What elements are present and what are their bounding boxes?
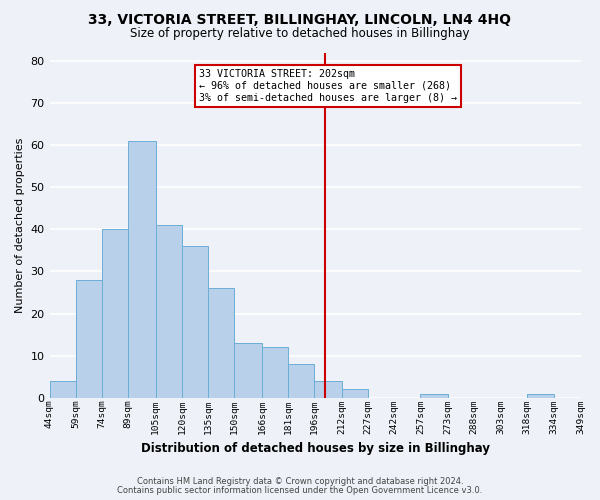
Bar <box>208 288 234 398</box>
Y-axis label: Number of detached properties: Number of detached properties <box>15 138 25 313</box>
Bar <box>234 343 262 398</box>
Bar <box>156 225 182 398</box>
Text: 33 VICTORIA STREET: 202sqm
← 96% of detached houses are smaller (268)
3% of semi: 33 VICTORIA STREET: 202sqm ← 96% of deta… <box>199 70 457 102</box>
Bar <box>527 394 554 398</box>
X-axis label: Distribution of detached houses by size in Billinghay: Distribution of detached houses by size … <box>140 442 490 455</box>
Bar <box>76 280 102 398</box>
Bar <box>421 394 448 398</box>
Text: Size of property relative to detached houses in Billinghay: Size of property relative to detached ho… <box>130 28 470 40</box>
Bar <box>314 381 342 398</box>
Bar <box>262 347 288 398</box>
Bar <box>128 141 156 398</box>
Bar <box>50 381 76 398</box>
Bar <box>288 364 314 398</box>
Bar <box>342 390 368 398</box>
Bar <box>182 246 208 398</box>
Text: Contains public sector information licensed under the Open Government Licence v3: Contains public sector information licen… <box>118 486 482 495</box>
Bar <box>102 230 128 398</box>
Text: 33, VICTORIA STREET, BILLINGHAY, LINCOLN, LN4 4HQ: 33, VICTORIA STREET, BILLINGHAY, LINCOLN… <box>89 12 511 26</box>
Text: Contains HM Land Registry data © Crown copyright and database right 2024.: Contains HM Land Registry data © Crown c… <box>137 477 463 486</box>
